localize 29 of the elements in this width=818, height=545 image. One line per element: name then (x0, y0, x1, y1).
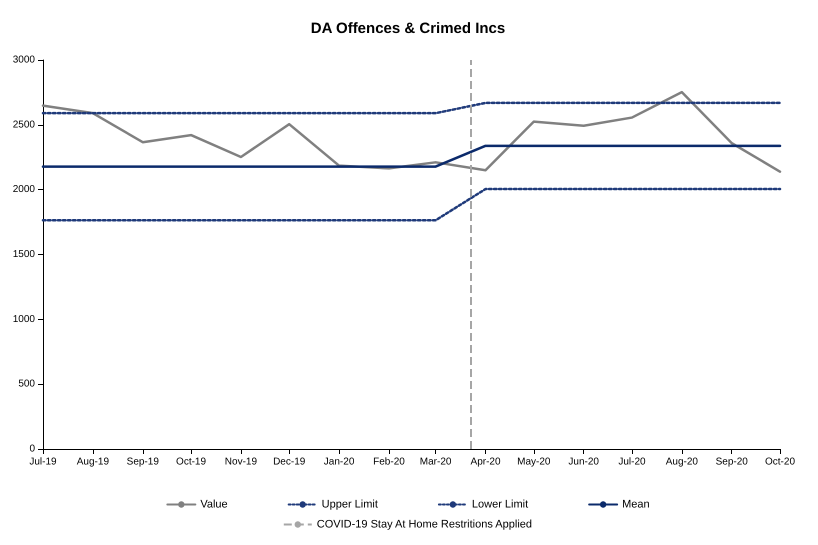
x-tick-label: Nov-19 (224, 456, 258, 468)
legend-label: Lower Limit (472, 498, 528, 510)
legend-label: Mean (622, 498, 650, 510)
x-tick-label: Dec-19 (273, 456, 306, 468)
y-tick-label: 500 (18, 378, 36, 390)
x-tick-label: Jul-19 (29, 456, 58, 468)
y-tick-label: 2000 (12, 184, 36, 196)
x-tick-label: Sep-19 (126, 456, 160, 468)
x-tick-label: Aug-20 (666, 456, 698, 468)
chart-title: DA Offences & Crimed Incs (310, 20, 506, 37)
y-tick-label: 1000 (12, 314, 36, 325)
y-tick-label: 3000 (12, 54, 36, 66)
x-tick-label: Oct-19 (176, 456, 206, 468)
y-tick-label: 2500 (12, 119, 36, 130)
x-tick-label: Feb-20 (373, 456, 406, 468)
x-tick-label: Jun-20 (568, 456, 600, 468)
x-tick-label: Apr-20 (470, 456, 501, 468)
x-tick-label: Aug-19 (76, 456, 110, 468)
legend-label: Value (200, 498, 228, 510)
x-tick-label: Sep-20 (716, 456, 748, 468)
x-tick-label: Mar-20 (420, 456, 452, 468)
y-tick-label: 1500 (12, 249, 36, 260)
x-tick-label: Jan-20 (324, 456, 355, 468)
legend-label: COVID-19 Stay At Home Restritions Applied (316, 518, 532, 530)
x-tick-label: Jul-20 (618, 456, 646, 468)
x-tick-label: Oct-20 (764, 456, 796, 468)
y-tick-label: 0 (29, 444, 36, 454)
legend-label: Upper Limit (322, 498, 378, 510)
x-tick-label: May-20 (517, 456, 551, 468)
